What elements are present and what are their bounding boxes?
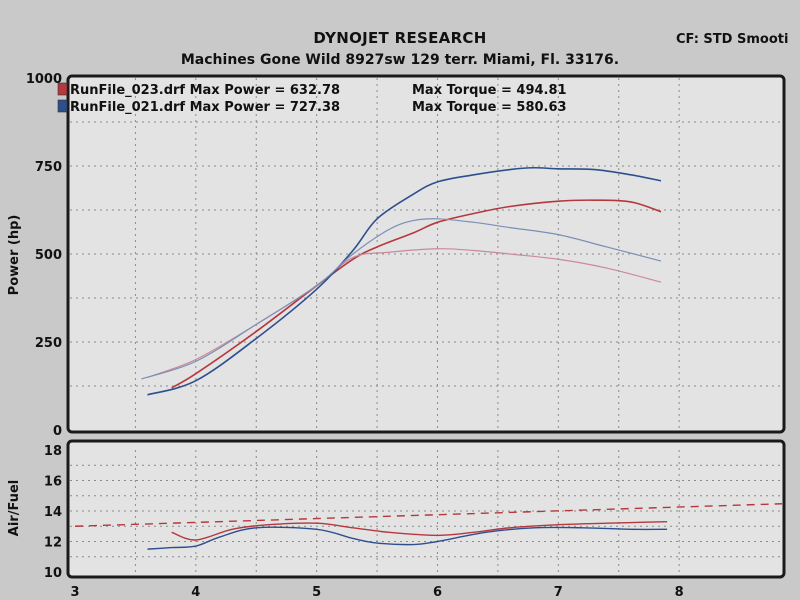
power-axis-label: Power (hp) bbox=[7, 215, 22, 296]
x-tick-label: 8 bbox=[675, 585, 684, 600]
legend-entry-file: RunFile_021.drf Max Power = 727.38 bbox=[70, 100, 340, 115]
x-tick-label: 7 bbox=[554, 585, 563, 600]
x-tick-label: 5 bbox=[312, 585, 321, 600]
legend-swatch bbox=[57, 99, 68, 113]
legend-entry-torque: Max Torque = 580.63 bbox=[412, 100, 567, 115]
chart-title: DYNOJET RESEARCH bbox=[313, 29, 487, 47]
legend-swatch bbox=[57, 82, 68, 96]
airfuel-tick-label: 16 bbox=[44, 475, 62, 490]
power-tick-label: 750 bbox=[35, 160, 62, 175]
x-tick-label: 6 bbox=[433, 585, 442, 600]
correction-factor: CF: STD Smooti bbox=[676, 32, 789, 47]
series-line-power bbox=[171, 199, 662, 389]
power-tick-label: 500 bbox=[35, 248, 62, 263]
x-tick-label: 3 bbox=[70, 585, 79, 600]
airfuel-tick-label: 18 bbox=[44, 444, 62, 459]
x-tick-label: 4 bbox=[191, 585, 200, 600]
series-line-airfuel bbox=[171, 520, 668, 541]
series-line-power bbox=[147, 166, 662, 396]
airfuel-panel-frame bbox=[66, 439, 786, 579]
airfuel-tick-label: 10 bbox=[44, 566, 62, 581]
airfuel-tick-label: 14 bbox=[44, 505, 62, 520]
series-line-torque bbox=[141, 218, 662, 380]
legend-entry-file: RunFile_023.drf Max Power = 632.78 bbox=[70, 83, 340, 98]
legend-entry-torque: Max Torque = 494.81 bbox=[412, 83, 567, 98]
power-tick-label: 1000 bbox=[26, 72, 62, 87]
power-tick-label: 250 bbox=[35, 336, 62, 351]
airfuel-tick-label: 12 bbox=[44, 536, 62, 551]
stoich-reference-line bbox=[74, 503, 783, 527]
power-tick-label: 0 bbox=[53, 424, 62, 439]
airfuel-axis-label: Air/Fuel bbox=[7, 480, 22, 536]
chart-subtitle: Machines Gone Wild 8927sw 129 terr. Miam… bbox=[180, 52, 620, 68]
series-line-airfuel bbox=[147, 526, 668, 550]
